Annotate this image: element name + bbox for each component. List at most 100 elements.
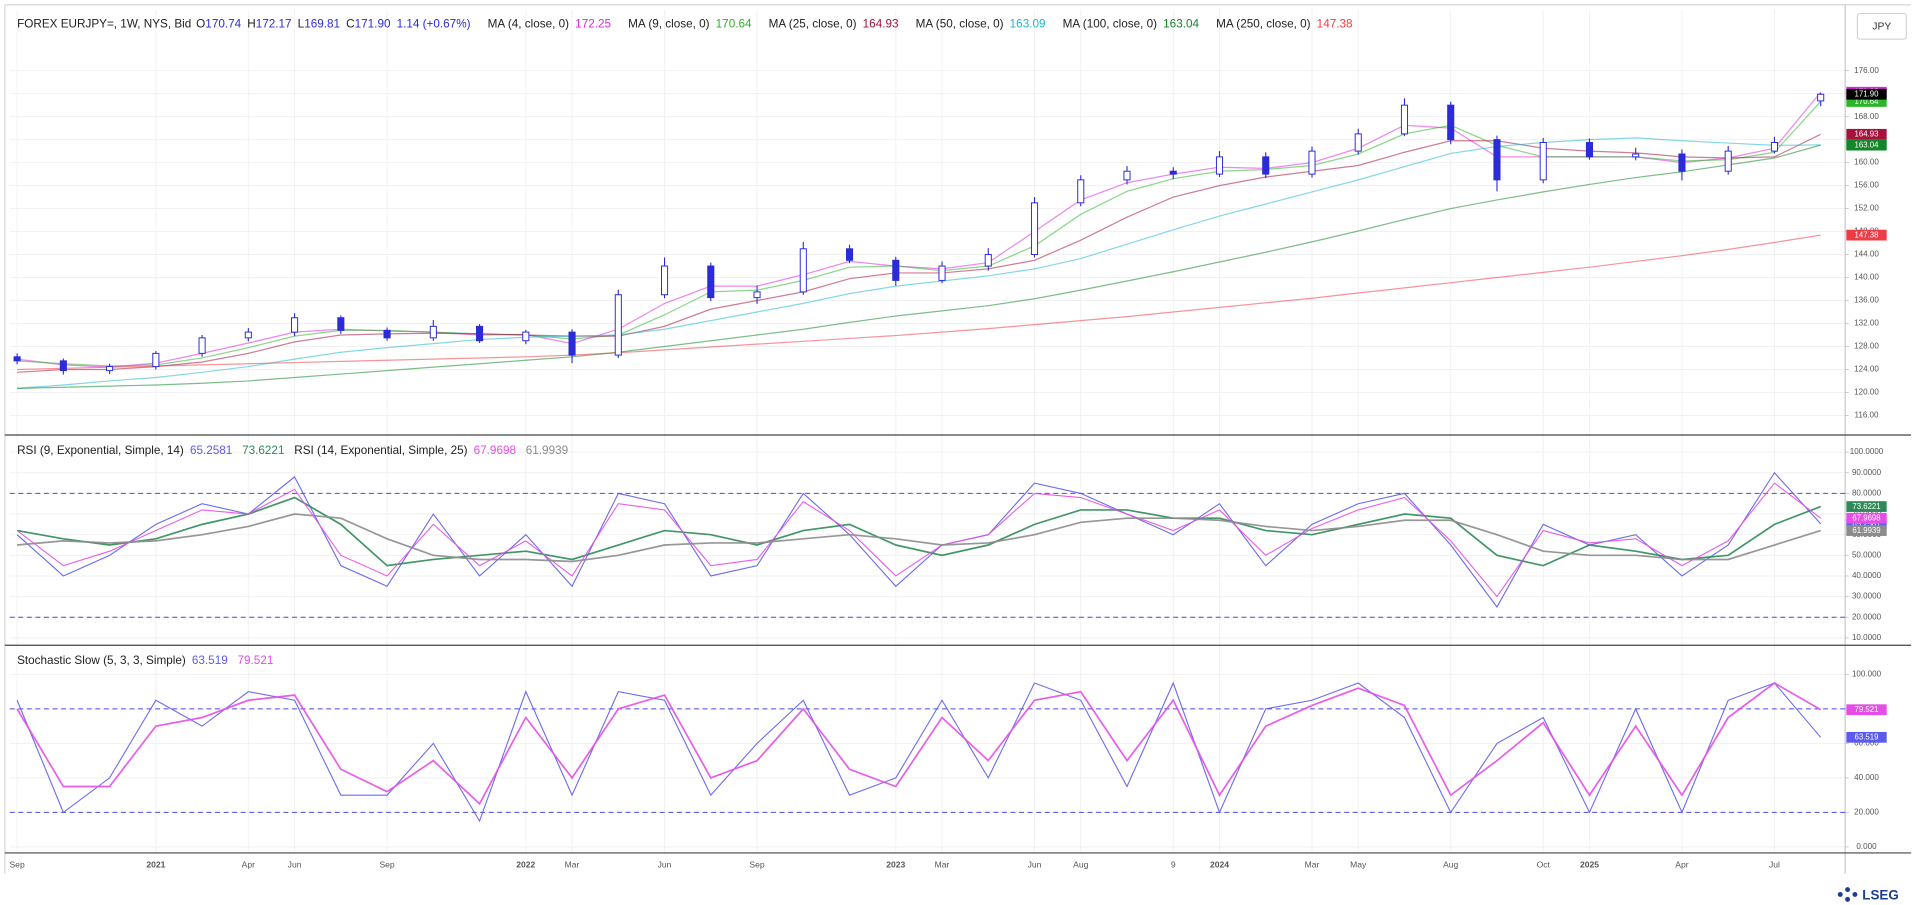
candle-body (198, 337, 206, 354)
y-tick-label: 168.00 (1854, 112, 1879, 121)
candle-body (707, 265, 715, 299)
candle-body (1400, 104, 1409, 135)
price-label-box (1846, 128, 1887, 140)
x-tick-label: May (1350, 859, 1367, 869)
price-label-box (1846, 139, 1887, 151)
legend-name: RSI (9, Exponential, Simple, 14) (17, 444, 184, 457)
ohlc-value: 170.74 (205, 18, 241, 31)
moving-average-line (17, 91, 1822, 368)
ohlc-prefix: O (196, 18, 205, 31)
y-tick-label: 156.00 (1854, 181, 1879, 190)
legend-value: 170.64 (716, 18, 752, 31)
moving-average-line (17, 144, 1821, 390)
candle-body (13, 356, 21, 362)
brand-logo: LSEG (1837, 887, 1899, 902)
x-tick-label: Apr (1675, 859, 1688, 869)
currency-box[interactable] (1856, 12, 1907, 40)
y-tick-label: 90.0000 (1852, 468, 1882, 477)
price-label: 164.93 (1855, 130, 1879, 139)
candle-body (59, 360, 67, 372)
legend-value: 163.09 (1010, 18, 1046, 31)
candle-body (476, 325, 484, 342)
y-tick-label: 136.00 (1854, 296, 1879, 305)
legend-name: MA (4, close, 0) (488, 18, 570, 31)
candle-body (1585, 142, 1594, 158)
x-tick-label: Aug (1443, 859, 1458, 869)
candle-body (1678, 153, 1686, 172)
price-label: 63.519 (1855, 733, 1879, 742)
price-label: 147.38 (1855, 231, 1879, 240)
x-tick-label: Sep (9, 859, 24, 869)
ohlc-value: 169.81 (304, 18, 340, 31)
price-label: 171.90 (1855, 90, 1880, 99)
legend-value: 65.2581 (190, 444, 232, 457)
legend-name: MA (9, close, 0) (628, 18, 710, 31)
price-label: 61.9939 (1852, 526, 1880, 535)
logo-dot (1845, 896, 1851, 902)
candle-body (1493, 139, 1501, 181)
candle-body (1215, 156, 1224, 175)
candle-body (522, 331, 530, 342)
y-tick-label: 144.00 (1854, 250, 1879, 259)
candle-body (337, 317, 345, 331)
price-label: 67.9698 (1852, 514, 1880, 523)
y-tick-label: 176.00 (1854, 66, 1879, 75)
x-tick-label: Jun (1028, 859, 1042, 869)
y-tick-label: 140.00 (1854, 273, 1879, 282)
candle-body (892, 259, 900, 281)
y-tick-label: 100.000 (1852, 670, 1882, 679)
candle-body (1539, 142, 1547, 181)
x-tick-label: Mar (1305, 859, 1320, 869)
candle-body (1770, 142, 1778, 152)
candle-body (1632, 153, 1640, 158)
x-tick-label: Mar (935, 859, 950, 869)
moving-average-line (17, 101, 1822, 367)
y-tick-label: 124.00 (1854, 365, 1879, 374)
y-tick-label: 20.000 (1854, 808, 1879, 817)
y-tick-label: 20.0000 (1852, 612, 1882, 621)
candle-body (1354, 133, 1362, 152)
price-label-box (1846, 704, 1887, 716)
legend-value: 79.521 (238, 654, 274, 667)
y-tick-label: 100.0000 (1850, 447, 1884, 456)
x-tick-label: Sep (379, 859, 394, 869)
y-tick-label: 30.0000 (1852, 592, 1882, 601)
y-tick-label: 132.00 (1854, 319, 1879, 328)
candle-body (1817, 93, 1825, 102)
indicator-line (17, 513, 1821, 563)
price-label-box (1846, 512, 1887, 524)
indicator-line (16, 681, 1822, 806)
legend-value: 61.9939 (526, 444, 568, 457)
legend-name: MA (25, close, 0) (769, 18, 857, 31)
y-tick-label: 116.00 (1855, 411, 1880, 420)
legend-value: 67.9698 (474, 444, 517, 457)
x-tick-label: Mar (565, 859, 580, 869)
legend-name: MA (50, close, 0) (916, 18, 1004, 31)
x-tick-label: Jul (1769, 859, 1780, 869)
candle-body (291, 317, 299, 333)
legend-name: Stochastic Slow (5, 3, 3, Simple) (17, 654, 186, 667)
x-tick-label: Aug (1073, 859, 1088, 869)
x-tick-label: Apr (242, 859, 255, 869)
candle-body (1308, 150, 1316, 175)
candle-body (614, 294, 622, 356)
price-label-box (1846, 501, 1887, 512)
price-label: 65.2581 (1852, 519, 1880, 528)
ohlc-prefix: C (346, 18, 355, 31)
legend-value: 164.93 (863, 18, 899, 31)
candle-body (1262, 156, 1270, 175)
x-tick-label: Sep (749, 859, 764, 869)
candle-body (753, 291, 761, 299)
legend-name: RSI (14, Exponential, Simple, 25) (294, 444, 467, 457)
logo-dot (1837, 892, 1843, 897)
price-label: 73.6221 (1852, 502, 1880, 511)
x-tick-label: 2025 (1580, 859, 1599, 869)
legend-value: 73.6221 (242, 444, 284, 457)
x-tick-label: 2021 (146, 859, 165, 869)
y-tick-label: 40.0000 (1852, 571, 1882, 580)
y-tick-label: 128.00 (1854, 342, 1879, 351)
indicator-line (16, 496, 1821, 567)
candle-body (1724, 150, 1732, 172)
legend-name: MA (250, close, 0) (1216, 18, 1311, 31)
